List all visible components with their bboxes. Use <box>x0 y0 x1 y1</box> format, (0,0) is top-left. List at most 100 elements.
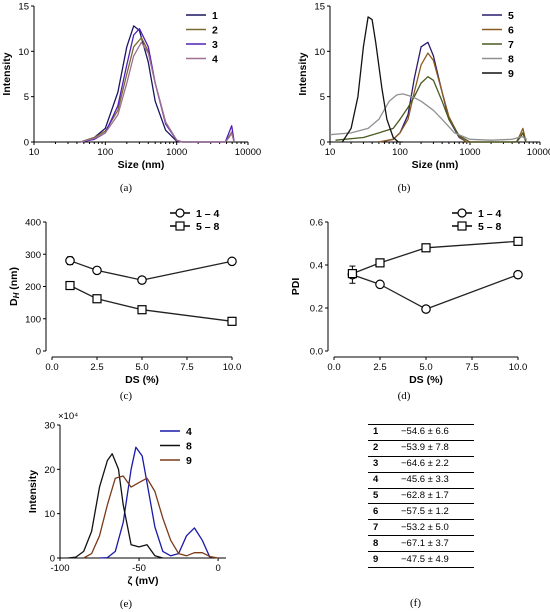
y-tick-label: 0 <box>320 138 325 149</box>
chart-panel-2: 0 5 10 15 10 100 1000 10000 Size (nm) Intensity 5 6… <box>297 2 550 172</box>
series-line-8 <box>67 453 163 559</box>
legend-label: 9 <box>186 455 192 467</box>
x-tick-label: 5.0 <box>135 362 148 373</box>
caption-c: (c) <box>120 390 133 402</box>
zeta-value-cell: −62.8 ± 1.7 <box>397 487 474 504</box>
legend-label: 1 – 4 <box>196 208 220 220</box>
zeta-value-cell: −53.2 ± 5.0 <box>397 519 474 536</box>
legend-entry-14: 1 – 4 <box>170 208 220 220</box>
data-point-square <box>347 269 357 279</box>
table-row: 5 −62.8 ± 1.7 <box>368 487 474 504</box>
y-tick-label: 0.6 <box>310 218 323 229</box>
y-tick-label: 200 <box>25 282 41 293</box>
y-axis-label: PDI <box>290 278 302 296</box>
y-axis-label-part: D <box>8 298 20 306</box>
legend-marker-circle <box>457 208 467 218</box>
x-tick-label: 10.0 <box>509 362 528 373</box>
series-line-7 <box>335 76 527 143</box>
series-line-8 <box>329 93 528 141</box>
y-tick-label: 400 <box>25 218 41 229</box>
legend-label: 5 – 8 <box>196 221 220 233</box>
x-tick-label: -50 <box>132 563 146 574</box>
x-tick-label: 100 <box>97 147 113 158</box>
sample-id-cell: 1 <box>368 424 397 441</box>
caption-a: (a) <box>120 182 133 194</box>
x-tick-label: 0 <box>215 563 220 574</box>
y-axis-label: Intensity <box>1 52 13 95</box>
x-tick-label: 7.5 <box>465 362 478 373</box>
x-tick-label: 10.0 <box>223 362 242 373</box>
data-point-square <box>513 236 523 246</box>
x-tick-label: 10 <box>29 147 40 158</box>
legend-entry-9: 9 <box>482 68 514 80</box>
y-tick-label: 15 <box>314 2 325 13</box>
table-row: 7 −53.2 ± 5.0 <box>368 519 474 536</box>
data-point-square <box>227 316 237 326</box>
zeta-value-cell: −47.5 ± 4.9 <box>397 551 474 569</box>
sample-id-cell: 4 <box>368 471 397 489</box>
y-axis-label: Intensity <box>27 470 39 513</box>
y-tick-label: 10 <box>44 509 55 520</box>
series-line-9 <box>83 475 219 559</box>
data-point-circle <box>92 265 102 276</box>
y-tick-label: 30 <box>44 421 55 432</box>
x-tick-label: 10000 <box>235 147 261 158</box>
series-line-3 <box>80 28 235 143</box>
sample-id-cell: 8 <box>368 535 397 552</box>
zeta-value-cell: −57.5 ± 1.2 <box>397 503 474 520</box>
caption-b: (b) <box>398 182 411 194</box>
y-tick-label: 5 <box>24 92 29 103</box>
y-axis-label: DH (nm) <box>8 267 21 306</box>
series-line-14 <box>69 260 233 281</box>
legend-entry-4: 4 <box>160 426 192 438</box>
series-line-58 <box>69 284 233 322</box>
x-tick-label: 100 <box>392 147 408 158</box>
legend-label: 1 – 4 <box>478 208 502 220</box>
legend-label: 4 <box>212 54 218 66</box>
legend-entry-7: 7 <box>482 39 514 51</box>
series-line-9 <box>341 16 403 143</box>
data-point-square <box>421 243 431 253</box>
data-point-circle <box>227 256 237 267</box>
x-axis-label: Size (nm) <box>118 159 165 171</box>
y-tick-label: 300 <box>25 250 41 261</box>
series-line-4 <box>80 41 235 143</box>
zeta-value-cell: −67.1 ± 3.7 <box>397 535 474 552</box>
y-tick-label: 0 <box>50 554 55 565</box>
legend-entry-5: 5 <box>482 10 514 22</box>
legend-entry-58: 5 – 8 <box>452 221 502 233</box>
y-tick-label: 20 <box>44 465 55 476</box>
caption-d: (d) <box>398 390 411 402</box>
chart-panel-4: 0.0 0.2 0.4 0.6 0.0 2.5 5.0 7.5 10.0 DS (%) PDI 1 –… <box>290 208 527 386</box>
caption-f: (f) <box>410 597 421 609</box>
series-line-58 <box>352 240 519 275</box>
legend-entry-2: 2 <box>186 25 218 37</box>
x-tick-label: 0.0 <box>45 362 58 373</box>
legend-label: 1 <box>212 10 218 22</box>
y-tick-label: 5 <box>320 92 325 103</box>
chart-panel-3: 0 100 200 300 400 0.0 2.5 5.0 7.5 10.0 DS (%) DH (n… <box>8 208 241 386</box>
x-tick-label: 5.0 <box>419 362 432 373</box>
sample-id-cell: 3 <box>368 455 397 473</box>
table-row: 4 −45.6 ± 3.3 <box>368 471 474 489</box>
sample-id-cell: 2 <box>368 439 397 457</box>
legend-label: 7 <box>508 39 514 51</box>
x-tick-label: 2.5 <box>90 362 103 373</box>
legend-entry-58: 5 – 8 <box>170 221 220 233</box>
data-point-square <box>65 280 75 291</box>
data-point-square <box>137 305 147 315</box>
y-axis-label-part: (nm) <box>8 267 20 293</box>
legend-entry-3: 3 <box>186 39 218 51</box>
table-row: 6 −57.5 ± 1.2 <box>368 503 474 520</box>
legend-label: 2 <box>212 25 218 37</box>
legend-label: 3 <box>212 39 218 51</box>
zeta-value-cell: −53.9 ± 7.8 <box>397 439 474 457</box>
legend-marker-square <box>457 221 467 231</box>
series-line-5 <box>378 41 527 143</box>
sample-id-cell: 7 <box>368 519 397 536</box>
x-axis-label: DS (%) <box>125 374 159 386</box>
table-row: 9 −47.5 ± 4.9 <box>368 551 474 569</box>
legend-label: 8 <box>508 54 514 66</box>
x-axis-label: Size (nm) <box>412 159 459 171</box>
y-tick-label: 0.2 <box>310 304 323 315</box>
